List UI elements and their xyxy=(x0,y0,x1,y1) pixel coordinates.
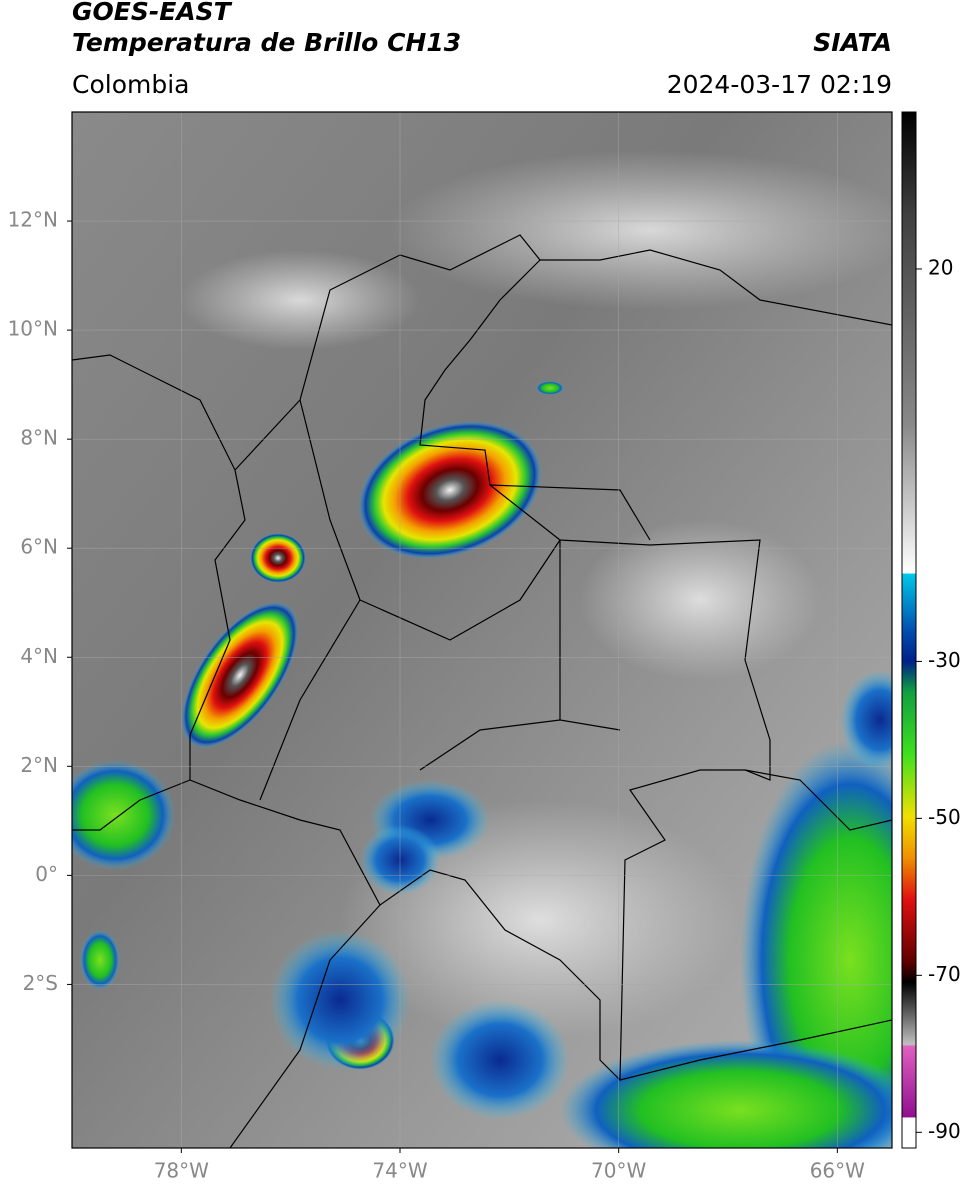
satellite-image xyxy=(72,112,892,1148)
y-tick-label: 10°N xyxy=(8,317,58,341)
y-tick-label: 2°N xyxy=(20,753,58,777)
title: GOES-EAST xyxy=(72,0,233,26)
colorbar xyxy=(901,111,917,1149)
y-tick-label: 0° xyxy=(35,862,58,886)
datetime: 2024-03-17 02:19 xyxy=(667,70,892,99)
colorbar-tick-label: -50 xyxy=(928,805,961,829)
x-tick-label: 78°W xyxy=(154,1159,209,1183)
source: SIATA xyxy=(813,28,892,57)
x-tick-label: 70°W xyxy=(591,1159,646,1183)
y-tick-label: 4°N xyxy=(20,644,58,668)
y-tick-label: 2°S xyxy=(23,971,58,995)
y-tick-label: 6°N xyxy=(20,535,58,559)
x-tick-label: 66°W xyxy=(810,1159,865,1183)
y-tick-label: 12°N xyxy=(8,208,58,232)
colorbar-tick-label: -70 xyxy=(928,962,961,986)
x-tick-label: 74°W xyxy=(372,1159,427,1183)
colorbar-tick-label: 20 xyxy=(928,255,953,279)
region: Colombia xyxy=(72,70,189,99)
colorbar-tick-label: -90 xyxy=(928,1119,961,1143)
colorbar-tick-label: -30 xyxy=(928,648,961,672)
grid xyxy=(72,112,892,1148)
map-frame xyxy=(71,111,893,1149)
subtitle: Temperatura de Brillo CH13 xyxy=(72,28,461,57)
y-tick-label: 8°N xyxy=(20,426,58,450)
